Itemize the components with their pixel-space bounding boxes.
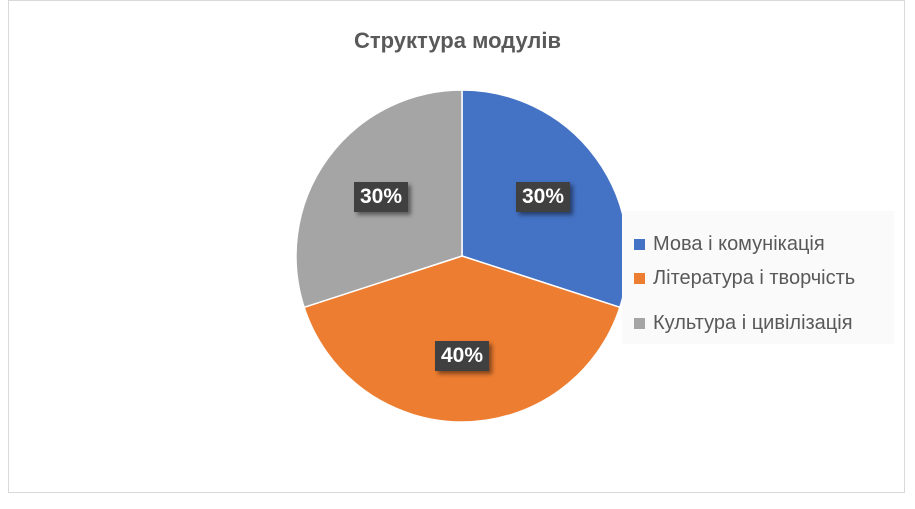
legend-label-kultura: Культура і цивілізація (653, 311, 853, 334)
legend-item-kultura: Культура і цивілізація (634, 308, 853, 338)
legend-swatch-kultura (634, 317, 645, 329)
legend-label-literatura: Література і творчість (653, 266, 856, 289)
legend: Мова і комунікація Література і творчіст… (622, 211, 894, 344)
legend-swatch-literatura (634, 272, 645, 284)
legend-item-literatura: Література і творчість (634, 263, 855, 293)
legend-label-mova: Мова і комунікація (653, 232, 825, 255)
pie-slice-literatura (303, 255, 621, 423)
legend-swatch-mova (634, 238, 645, 250)
legend-item-mova: Мова і комунікація (634, 229, 825, 259)
data-label-literatura: 40% (435, 341, 489, 371)
data-label-mova: 30% (516, 182, 570, 212)
data-label-kultura: 30% (354, 182, 408, 212)
chart-title: Структура модулів (353, 28, 562, 53)
